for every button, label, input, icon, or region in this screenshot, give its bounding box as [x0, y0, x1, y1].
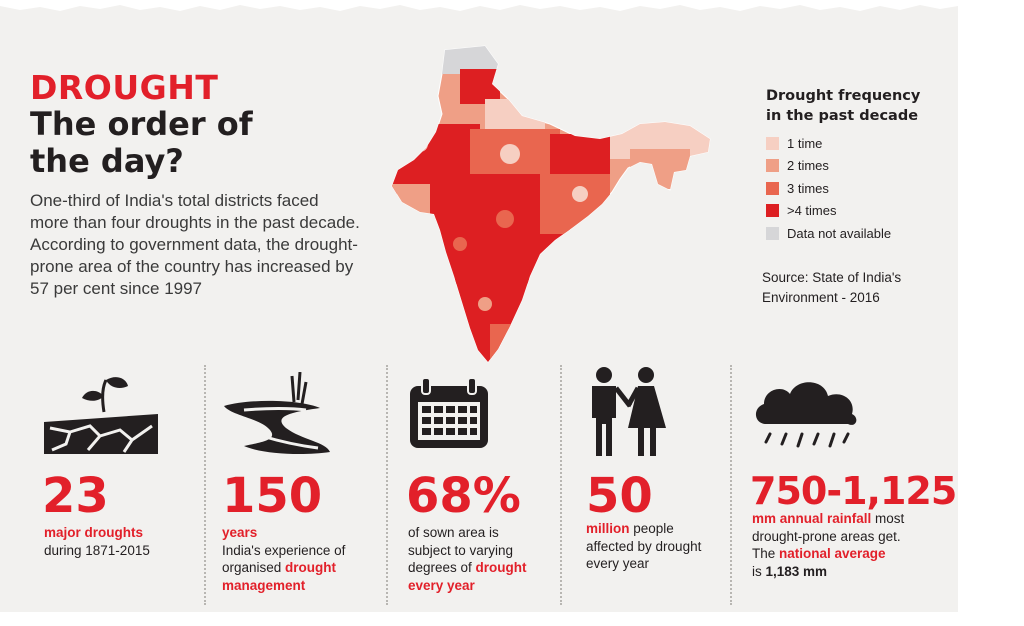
- legend-item-data-not-available: Data not available: [766, 222, 946, 245]
- title-line-1: The order of: [30, 105, 253, 143]
- torn-paper-edge: [0, 0, 958, 11]
- legend-label: 1 time: [787, 135, 823, 151]
- source-line-1: Source: State of India's: [762, 270, 902, 285]
- stat-line: degrees of: [408, 560, 476, 575]
- stat-highlight: national average: [779, 546, 886, 561]
- stat-description: years India's experience of organised dr…: [222, 524, 345, 594]
- title-line-2: the day?: [30, 142, 184, 180]
- stat-line: during 1871-2015: [44, 542, 150, 558]
- column-divider: [560, 365, 562, 605]
- stat-description: major droughts during 1871-2015: [44, 524, 150, 559]
- legend-item-2-times: 2 times: [766, 155, 946, 178]
- intro-line-1: One-third of India's total districts fac…: [30, 191, 319, 210]
- calendar-icon: [410, 378, 488, 448]
- stat-line: organised: [222, 560, 286, 575]
- legend-item-3-times: 3 times: [766, 177, 946, 200]
- dry-river-icon: [224, 372, 330, 454]
- stat-line: is: [752, 563, 766, 579]
- intro-line-4: prone area of the country has increased …: [30, 257, 354, 276]
- stat-line: of sown area is: [408, 525, 499, 540]
- intro-line-5: 57 per cent since 1997: [30, 279, 203, 298]
- stat-description: of sown area is subject to varying degre…: [408, 524, 527, 594]
- page-title: The order of the day?: [30, 106, 330, 180]
- legend-swatch: [766, 181, 779, 195]
- stat-highlight: every year: [408, 577, 475, 593]
- stat-number: 23: [42, 468, 109, 524]
- stat-number: 750-1,125: [750, 469, 957, 513]
- legend-item-1-time: 1 time: [766, 132, 946, 155]
- legend-title-line-1: Drought frequency: [766, 88, 921, 104]
- stat-emphasis: 1,183 mm: [765, 563, 828, 579]
- legend-item-over-4-times: >4 times: [766, 200, 946, 223]
- people-icon: [592, 367, 666, 456]
- stat-description: mm annual rainfall most drought-prone ar…: [752, 510, 904, 580]
- stat-highlight: major droughts: [44, 525, 144, 540]
- map-legend: Drought frequency in the past decade 1 t…: [766, 86, 946, 245]
- legend-swatch: [766, 204, 779, 218]
- legend-swatch: [766, 226, 779, 240]
- legend-label: 2 times: [787, 158, 829, 174]
- stat-highlight: million: [586, 521, 630, 536]
- stat-line: affected by drought: [586, 538, 702, 554]
- legend-swatch: [766, 136, 779, 150]
- column-divider: [730, 365, 732, 605]
- legend-label: >4 times: [787, 203, 837, 219]
- column-divider: [386, 365, 388, 605]
- stat-description: million people affected by drought every…: [586, 520, 701, 573]
- stat-line: most: [871, 511, 905, 526]
- cracked-earth-sapling-icon: [44, 377, 158, 454]
- intro-paragraph: One-third of India's total districts fac…: [30, 190, 390, 300]
- stat-line: people: [629, 521, 674, 536]
- legend-title-line-2: in the past decade: [766, 108, 919, 124]
- stat-highlight: mm annual rainfall: [752, 511, 872, 526]
- rain-cloud-icon: [755, 382, 857, 448]
- stat-highlight: management: [222, 577, 306, 593]
- stat-number: 68%: [406, 468, 521, 524]
- intro-line-2: more than four droughts in the past deca…: [30, 213, 360, 232]
- india-drought-map: [391, 45, 711, 363]
- stat-line: every year: [586, 556, 650, 571]
- stat-number: 50: [586, 468, 653, 524]
- stat-line: The: [752, 546, 780, 561]
- legend-label: 3 times: [787, 180, 829, 196]
- stat-number: 150: [222, 468, 323, 524]
- headline-kicker: DROUGHT: [30, 68, 219, 107]
- source-note: Source: State of India's Environment - 2…: [762, 268, 942, 308]
- stat-highlight: years: [222, 525, 258, 540]
- stat-highlight: drought: [285, 560, 337, 575]
- intro-line-3: According to government data, the drough…: [30, 235, 358, 254]
- stat-line: drought-prone areas get.: [752, 528, 901, 544]
- legend-label: Data not available: [787, 225, 892, 241]
- stat-line: subject to varying: [408, 542, 514, 558]
- stat-highlight: drought: [475, 560, 527, 575]
- column-divider: [204, 365, 206, 605]
- legend-title: Drought frequency in the past decade: [766, 86, 946, 126]
- source-line-2: Environment - 2016: [762, 290, 880, 305]
- legend-swatch: [766, 159, 779, 173]
- stat-line: India's experience of: [222, 542, 346, 558]
